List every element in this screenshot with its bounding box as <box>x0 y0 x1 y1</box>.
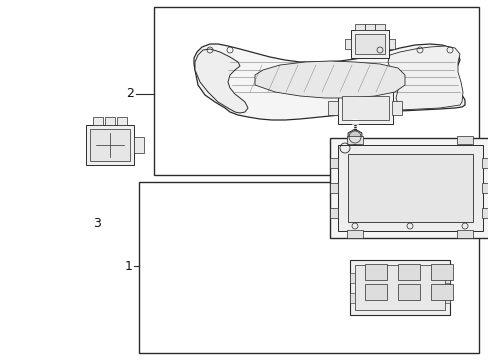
Bar <box>134 137 143 153</box>
Bar <box>354 24 364 30</box>
Bar <box>337 92 392 124</box>
Bar <box>329 158 337 168</box>
Bar <box>154 7 478 175</box>
Bar <box>430 284 452 300</box>
Polygon shape <box>387 46 462 110</box>
Bar <box>397 284 419 300</box>
Bar <box>329 138 488 238</box>
Bar <box>364 284 386 300</box>
Bar <box>346 230 362 238</box>
Text: 1: 1 <box>124 260 132 273</box>
Bar <box>90 129 130 161</box>
Bar <box>93 117 103 125</box>
Bar <box>349 293 355 303</box>
Bar <box>341 96 388 120</box>
Bar <box>117 117 127 125</box>
Bar <box>350 30 388 58</box>
Bar <box>443 293 449 303</box>
Polygon shape <box>254 61 404 98</box>
Bar <box>364 24 374 30</box>
Bar <box>481 208 488 218</box>
Bar <box>347 154 472 222</box>
Bar <box>349 260 449 315</box>
Polygon shape <box>195 49 247 113</box>
Bar <box>329 183 337 193</box>
Bar <box>346 136 362 144</box>
Bar <box>354 265 444 310</box>
Bar <box>329 208 337 218</box>
Bar <box>430 264 452 280</box>
Bar <box>139 182 478 353</box>
Bar <box>105 117 115 125</box>
Bar <box>327 101 337 115</box>
Bar <box>86 125 134 165</box>
Bar <box>345 39 350 49</box>
Bar <box>354 34 384 54</box>
Polygon shape <box>347 129 361 145</box>
Bar <box>391 101 401 115</box>
Bar <box>364 264 386 280</box>
Bar <box>388 39 394 49</box>
Bar <box>443 273 449 283</box>
Bar <box>374 24 384 30</box>
Bar <box>481 183 488 193</box>
Bar <box>456 136 472 144</box>
Bar <box>349 273 355 283</box>
Polygon shape <box>194 44 464 120</box>
Bar <box>456 230 472 238</box>
Text: 3: 3 <box>93 217 101 230</box>
Text: 2: 2 <box>125 87 133 100</box>
Bar <box>337 145 482 231</box>
Bar <box>481 158 488 168</box>
Bar <box>397 264 419 280</box>
